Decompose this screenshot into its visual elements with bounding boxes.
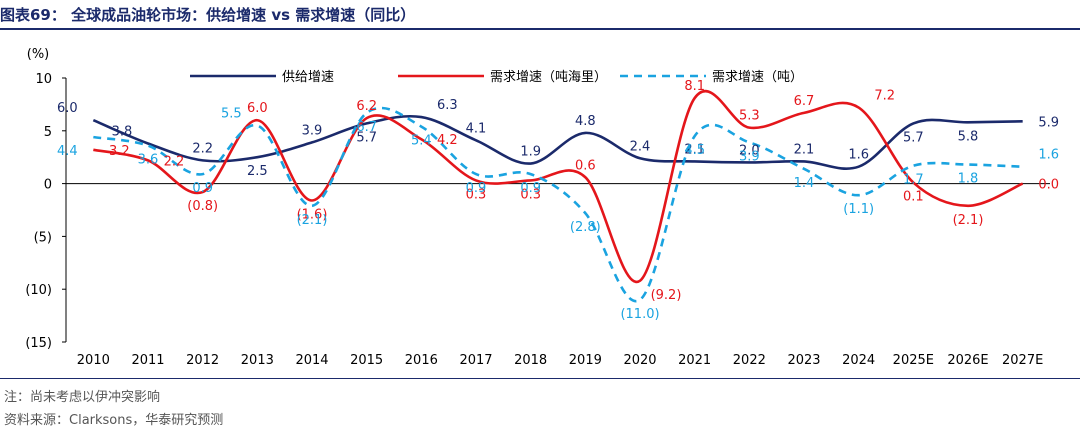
data-label: 7.2 (874, 89, 895, 104)
y-tick-label: 10 (35, 72, 52, 87)
x-tick-label: 2017 (459, 353, 492, 368)
data-label: 1.8 (958, 172, 979, 187)
y-tick-label: 0 (44, 178, 52, 193)
data-label: 4.4 (57, 144, 78, 159)
data-label: (1.6) (297, 207, 328, 222)
x-tick-label: 2012 (186, 353, 219, 368)
figure-title: 图表69： 全球成品油轮市场：供给增速 vs 需求增速（同比） (0, 6, 416, 24)
data-label: 3.2 (109, 144, 130, 159)
data-label: 5.7 (356, 130, 377, 145)
data-label: 4.8 (575, 114, 596, 129)
x-tick-label: 2021 (678, 353, 711, 368)
source-note: 资料来源：Clarksons，华泰研究预测 (4, 413, 224, 428)
data-label: 0.9 (520, 181, 541, 196)
data-label: 6.7 (356, 120, 377, 135)
y-tick-label: (15) (25, 336, 52, 351)
data-label: 2.1 (794, 142, 815, 157)
data-label: 0.0 (1038, 178, 1059, 193)
x-tick-label: 2027E (1002, 353, 1043, 368)
data-label: 2.2 (164, 154, 185, 169)
footer-rule (0, 378, 1080, 379)
data-label: (9.2) (651, 288, 682, 303)
data-label: 8.1 (684, 79, 705, 94)
data-label: 5.7 (903, 130, 924, 145)
data-label: 1.6 (1038, 148, 1059, 163)
data-label: 0.6 (575, 158, 596, 173)
footnote: 注：尚未考虑以伊冲突影响 (4, 390, 161, 405)
data-label: 6.3 (437, 98, 458, 113)
data-label: (0.8) (187, 199, 218, 214)
x-tick-label: 2023 (787, 353, 820, 368)
data-label: 3.6 (138, 153, 159, 168)
x-tick-label: 2014 (295, 353, 328, 368)
data-label: (11.0) (620, 307, 659, 322)
data-label: 4.1 (466, 121, 487, 136)
data-label: 3.9 (739, 149, 760, 164)
data-label: (2.1) (297, 213, 328, 228)
y-tick-label: 5 (44, 125, 52, 140)
x-tick-label: 2011 (131, 353, 164, 368)
x-tick-label: 2020 (623, 353, 656, 368)
data-label: 4.5 (684, 143, 705, 158)
legend-label-1: 供给增速 (282, 70, 334, 85)
data-label: 0.9 (466, 181, 487, 196)
data-label: 5.3 (739, 109, 760, 124)
x-tick-label: 2024 (842, 353, 875, 368)
data-label: 0.3 (520, 187, 541, 202)
x-tick-label: 2025E (893, 353, 934, 368)
data-label: (2.1) (953, 213, 984, 228)
data-label: 2.0 (739, 143, 760, 158)
x-tick-label: 2015 (350, 353, 383, 368)
data-label: 5.5 (221, 107, 242, 122)
series-line-3 (93, 106, 1023, 303)
data-label: 6.0 (247, 101, 268, 116)
data-label: 1.4 (794, 176, 815, 191)
series-line-2 (93, 89, 1024, 284)
x-tick-label: 2013 (241, 353, 274, 368)
x-tick-label: 2019 (569, 353, 602, 368)
x-tick-label: 2016 (405, 353, 438, 368)
x-tick-label: 2010 (77, 353, 110, 368)
data-label: 6.0 (57, 101, 78, 116)
data-label: 3.8 (112, 124, 133, 139)
data-label: 2.4 (630, 139, 651, 154)
data-label: 1.6 (848, 148, 869, 163)
chart-lines (92, 89, 1024, 303)
data-label: 4.2 (437, 133, 458, 148)
line-chart: 10 5 0 (5) (10) (15) (%) 2010 2011 2012 2013 2014 20… (25, 47, 1059, 368)
title-rule (0, 28, 1080, 30)
data-label: 3.9 (302, 123, 323, 138)
series-line-1 (92, 114, 1023, 170)
data-label: 1.7 (903, 173, 924, 188)
data-label: 2.2 (192, 141, 213, 156)
x-tick-label: 2018 (514, 353, 547, 368)
data-label: 5.9 (1038, 115, 1059, 130)
data-label: 6.7 (794, 94, 815, 109)
data-label: (1.1) (843, 202, 874, 217)
data-label: 6.2 (356, 99, 377, 114)
data-label: 2.5 (247, 164, 268, 179)
data-label: 5.4 (411, 134, 432, 149)
legend-label-3: 需求增速（吨） (712, 70, 803, 85)
y-tick-label: (10) (25, 283, 52, 298)
data-label: 0.9 (192, 181, 213, 196)
y-tick-label: (5) (34, 230, 52, 245)
legend-label-2: 需求增速（吨海里） (490, 70, 607, 85)
data-label: 0.3 (466, 187, 487, 202)
data-label: 5.8 (958, 129, 979, 144)
chart-legend: 供给增速 需求增速（吨海里） 需求增速（吨） (190, 70, 803, 85)
data-label: 1.9 (520, 145, 541, 160)
data-label: 0.1 (903, 190, 924, 205)
x-tick-label: 2026E (947, 353, 988, 368)
data-label: (2.8) (570, 220, 601, 235)
x-tick-label: 2022 (733, 353, 766, 368)
y-axis-label: (%) (27, 47, 50, 62)
chart-data-labels: 6.0 3.8 2.2 2.5 3.9 5.7 6.3 4.1 1.9 4.8 2.4 2.1 2.0 2… (57, 79, 1059, 322)
chart-axes: 10 5 0 (5) (10) (15) (%) 2010 2011 2012 2013 2014 20… (25, 47, 1050, 368)
data-label: 2.1 (684, 142, 705, 157)
